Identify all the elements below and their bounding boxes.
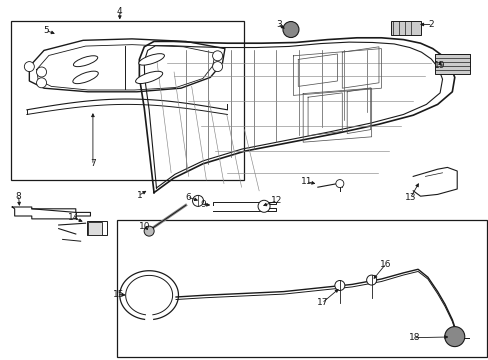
Text: 14: 14 — [67, 213, 79, 222]
Ellipse shape — [139, 54, 164, 65]
Text: 9: 9 — [200, 200, 205, 209]
Text: 15: 15 — [112, 290, 124, 299]
Circle shape — [37, 78, 46, 88]
Bar — [434, 54, 469, 74]
Circle shape — [212, 51, 222, 61]
Text: 16: 16 — [379, 260, 390, 269]
Text: 8: 8 — [16, 192, 21, 201]
Circle shape — [283, 22, 298, 37]
Bar — [117, 220, 486, 357]
Circle shape — [144, 226, 154, 236]
Circle shape — [335, 180, 343, 188]
Text: 19: 19 — [433, 61, 445, 71]
Ellipse shape — [73, 56, 98, 67]
Bar — [87, 221, 106, 235]
Text: 5: 5 — [43, 26, 49, 35]
Circle shape — [258, 200, 269, 212]
Ellipse shape — [135, 71, 163, 84]
Text: 7: 7 — [90, 159, 96, 168]
Circle shape — [24, 62, 34, 72]
Ellipse shape — [73, 71, 98, 84]
Text: 13: 13 — [404, 193, 416, 202]
Circle shape — [37, 67, 46, 77]
Circle shape — [366, 275, 376, 285]
Bar — [11, 21, 243, 180]
Text: 4: 4 — [117, 7, 122, 16]
Bar — [390, 21, 420, 35]
Text: 18: 18 — [408, 333, 420, 342]
Circle shape — [212, 62, 222, 72]
Text: 10: 10 — [138, 222, 150, 231]
Bar — [88, 222, 102, 235]
Circle shape — [192, 195, 203, 206]
Text: 12: 12 — [270, 197, 282, 205]
Text: 11: 11 — [301, 177, 312, 186]
Circle shape — [444, 327, 464, 347]
Text: 2: 2 — [427, 20, 433, 29]
Text: 1: 1 — [136, 191, 142, 199]
Text: 17: 17 — [316, 298, 328, 307]
Text: 6: 6 — [185, 193, 191, 202]
Text: 3: 3 — [275, 20, 281, 29]
Circle shape — [334, 280, 344, 291]
